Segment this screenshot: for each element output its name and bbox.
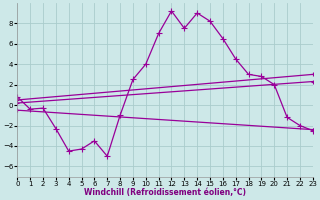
X-axis label: Windchill (Refroidissement éolien,°C): Windchill (Refroidissement éolien,°C)	[84, 188, 246, 197]
